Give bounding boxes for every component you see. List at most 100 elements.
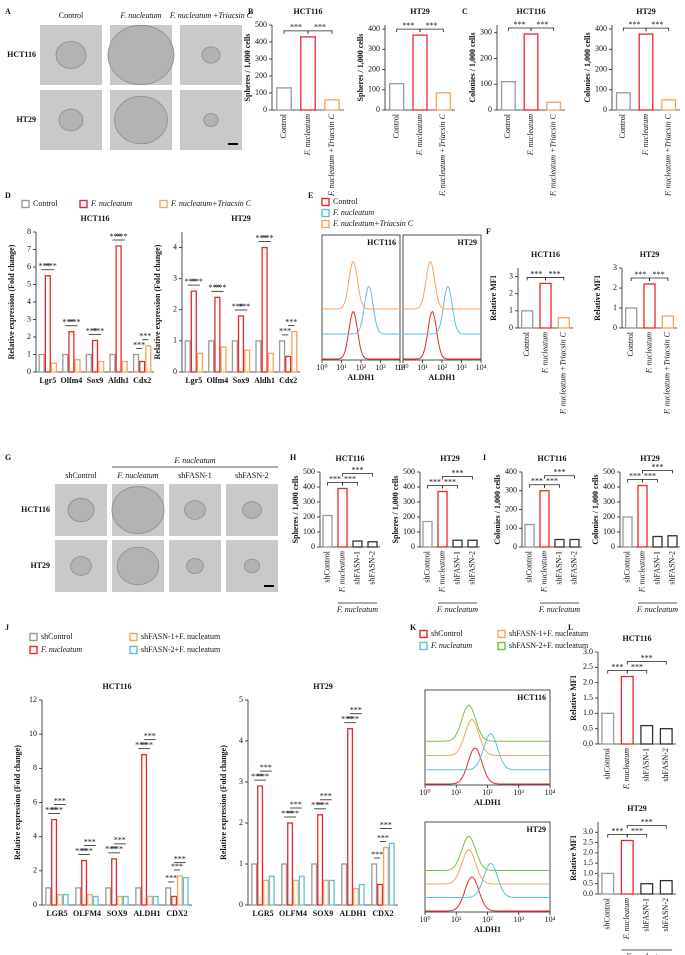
- y-axis-label: Spheres / 1,000 cells: [356, 34, 365, 102]
- significance-label: ***: [185, 277, 197, 286]
- y-tick-label: 0: [411, 542, 415, 551]
- significance-label: ***: [105, 845, 117, 854]
- y-tick-label: 0.0: [583, 889, 593, 898]
- y-tick-label: 6: [27, 262, 31, 271]
- y-tick-label: 400: [505, 467, 517, 476]
- legend-label: F. nucleatum: [430, 641, 472, 650]
- x-tick-label: shFASN-1: [642, 898, 651, 932]
- histogram-curve: [322, 310, 400, 360]
- y-tick-label: 400: [255, 37, 267, 46]
- significance-label: ***: [290, 23, 302, 32]
- bar: [109, 353, 116, 373]
- significance-label: ***: [530, 269, 542, 278]
- x-tick-label: Olfm4: [207, 376, 229, 385]
- chart-title: HCT116: [367, 238, 396, 247]
- x-tick-label: Cdx2: [279, 376, 297, 385]
- bar: [412, 34, 428, 111]
- y-tick-label: 5: [239, 695, 243, 704]
- y-tick-label: 0.5: [583, 723, 593, 732]
- significance-label: ***: [314, 23, 326, 32]
- bar: [92, 895, 99, 906]
- legend-swatch: [321, 219, 330, 229]
- bar: [661, 315, 674, 329]
- x-tick-label: CDX2: [166, 909, 187, 918]
- significance-label: ***: [285, 317, 297, 326]
- x-tick-label: 10³: [514, 915, 525, 924]
- sphere: [242, 501, 262, 519]
- y-axis-label: Spheres / 1,000 cells: [243, 34, 252, 102]
- significance-label: ***: [634, 270, 646, 279]
- panel-label: L: [568, 623, 573, 632]
- y-tick-label: 12: [29, 695, 37, 704]
- y-tick-label: 5: [27, 279, 31, 288]
- bar: [85, 353, 92, 373]
- bar: [311, 863, 318, 906]
- bar: [261, 246, 268, 373]
- significance-label: ***: [631, 826, 643, 835]
- bar: [74, 359, 81, 373]
- y-tick-label: 400: [603, 482, 615, 491]
- panel-label: J: [5, 623, 9, 632]
- y-tick-label: 500: [303, 467, 315, 476]
- panel-label: G: [5, 453, 11, 462]
- x-tick-label: 10³: [456, 363, 467, 372]
- x-tick-label: shFASN-2: [467, 551, 476, 585]
- y-axis-label: Colonies / 1,000 cells: [468, 32, 477, 102]
- significance-bracket: [649, 277, 669, 281]
- x-axis-label: ALDH1: [428, 373, 455, 382]
- y-tick-label: 400: [368, 24, 380, 33]
- y-tick-label: 400: [403, 482, 415, 491]
- significance-label: ***: [279, 327, 291, 336]
- panel-label: K: [410, 623, 417, 632]
- x-tick-label: LGR5: [46, 909, 67, 918]
- bar: [285, 355, 292, 373]
- x-tick-label: F. nucleatum +Triacsin C: [548, 113, 557, 197]
- bar: [389, 83, 405, 111]
- x-tick-label: F. nucleatum +Triacsin C: [327, 113, 336, 197]
- bar: [111, 858, 118, 906]
- significance-label: ***: [62, 318, 74, 327]
- significance-label: ***: [344, 474, 356, 483]
- significance-label: ***: [208, 283, 220, 292]
- histogram-curve: [425, 718, 550, 756]
- bar: [337, 487, 348, 548]
- histogram-curve: [425, 747, 550, 785]
- sphere: [116, 546, 160, 586]
- bar: [44, 275, 51, 373]
- bar: [231, 340, 238, 373]
- x-tick-label: 10²: [437, 363, 448, 372]
- y-axis-label: Relative expression (Fold change): [219, 745, 228, 860]
- significance-label: ***: [262, 233, 274, 242]
- y-tick-label: 1: [173, 336, 177, 345]
- bar: [388, 842, 395, 906]
- legend-swatch: [29, 632, 38, 642]
- x-tick-label: Sox9: [233, 376, 249, 385]
- x-tick-label: shFASN-2: [367, 551, 376, 585]
- bar: [208, 340, 215, 373]
- x-tick-label: F. nucleatum +Triacsin C: [663, 113, 672, 197]
- bar: [184, 340, 191, 373]
- significance-bracket: [442, 485, 458, 489]
- significance-bracket: [642, 470, 673, 474]
- bar: [557, 317, 570, 329]
- chart-title: HT29: [627, 804, 647, 813]
- bar: [146, 895, 153, 906]
- bar: [45, 887, 52, 906]
- y-tick-label: 4: [173, 242, 177, 251]
- y-tick-label: 500: [403, 467, 415, 476]
- chart-title: HCT116: [81, 214, 110, 223]
- significance-label: ***: [135, 740, 147, 749]
- significance-label: ***: [281, 809, 293, 818]
- y-axis-label: Colonies / 1,000 cells: [583, 32, 592, 102]
- x-axis-label: ALDH1: [474, 925, 501, 934]
- sphere: [55, 41, 87, 69]
- column-label: Control: [59, 11, 84, 20]
- legend-swatch: [419, 629, 428, 639]
- y-axis-label: Relative MFI: [593, 275, 602, 321]
- y-tick-label: 500: [255, 20, 267, 29]
- legend-swatch: [129, 645, 138, 655]
- legend-swatch: [497, 629, 506, 639]
- bar: [56, 894, 63, 906]
- x-tick-label: shFASN-1: [652, 551, 661, 585]
- y-tick-label: 0: [311, 542, 315, 551]
